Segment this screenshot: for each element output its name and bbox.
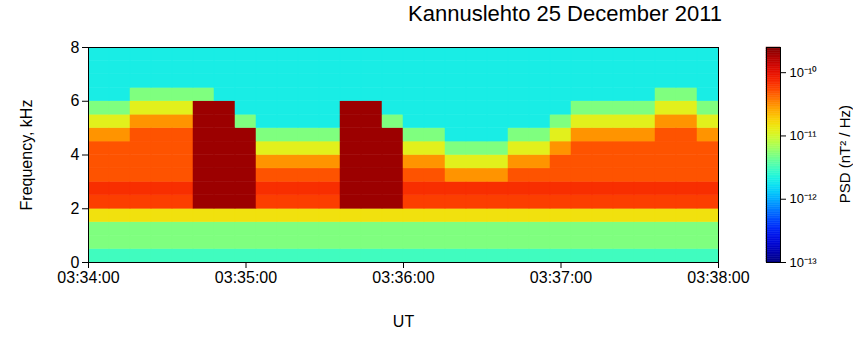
svg-text:03:36:00: 03:36:00	[372, 269, 434, 286]
svg-text:8: 8	[71, 39, 80, 56]
svg-text:03:37:00: 03:37:00	[530, 269, 592, 286]
svg-text:10⁻¹²: 10⁻¹²	[790, 191, 818, 206]
svg-text:4: 4	[71, 146, 80, 163]
html-text:PSD (nT² / Hz): PSD (nT² / Hz)	[835, 105, 853, 204]
svg-text:Frequency, kHz: Frequency, kHz	[18, 100, 35, 211]
svg-text:0: 0	[70, 253, 80, 271]
svg-text:6: 6	[71, 92, 80, 109]
html-text:Kannuslehto 25 December 2011: Kannuslehto 25 December 2011	[408, 1, 722, 26]
svg-text:2: 2	[71, 200, 80, 217]
svg-text:10⁻¹³: 10⁻¹³	[790, 255, 818, 270]
svg-text:UT: UT	[393, 313, 415, 330]
svg-text:10⁻¹¹: 10⁻¹¹	[790, 128, 818, 143]
svg-text:10⁻¹⁰: 10⁻¹⁰	[790, 65, 818, 80]
svg-text:03:34:00: 03:34:00	[57, 269, 119, 286]
svg-text:03:35:00: 03:35:00	[215, 269, 277, 286]
svg-text:03:38:00: 03:38:00	[687, 269, 749, 286]
